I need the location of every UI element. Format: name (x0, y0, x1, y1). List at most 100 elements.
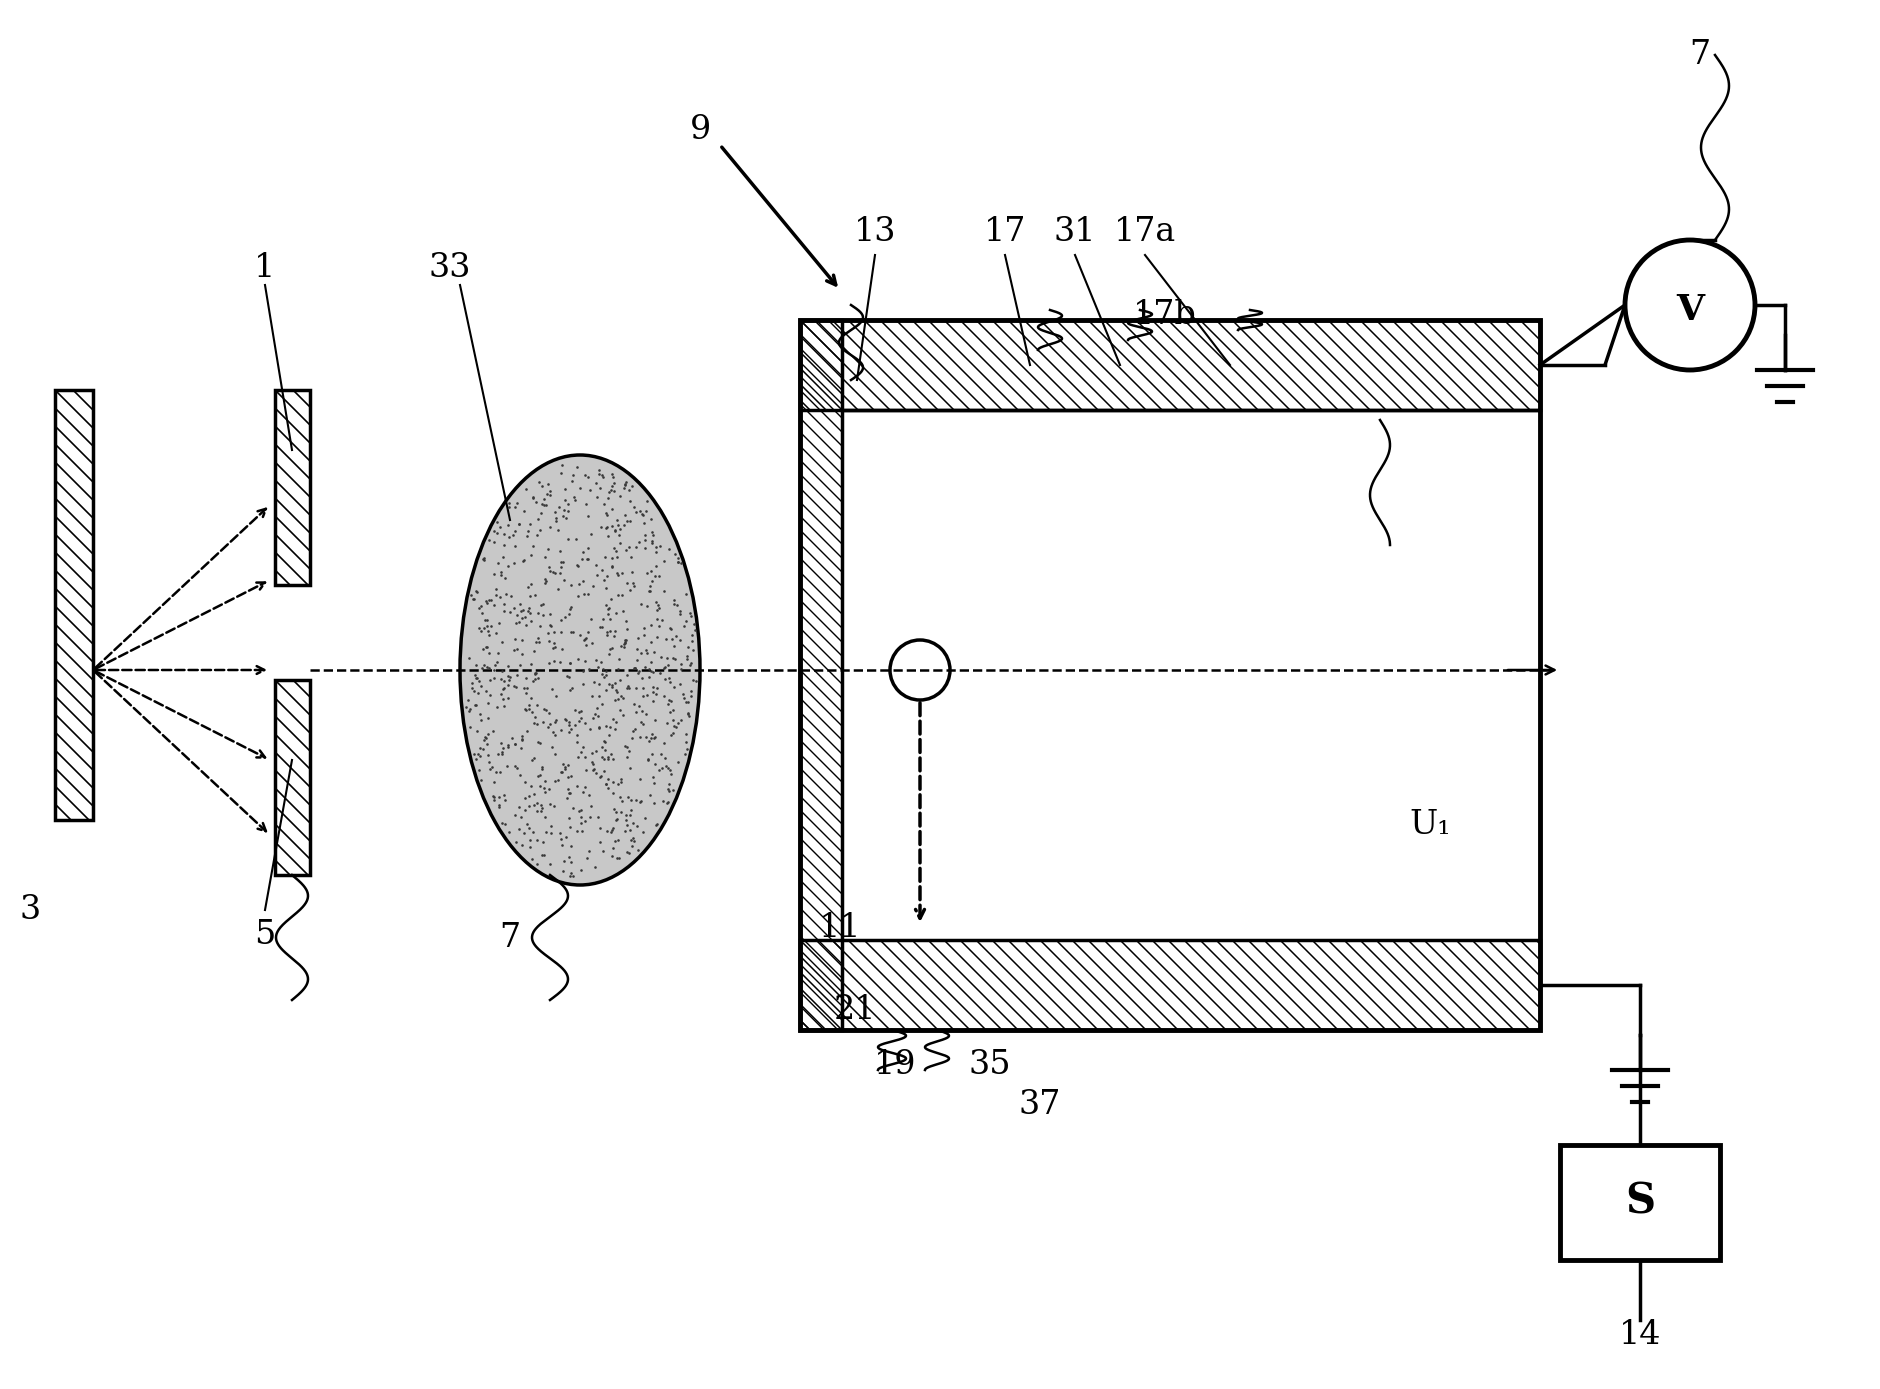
Point (649, 732, 679, 754)
Point (609, 474, 639, 496)
Point (605, 699, 635, 721)
Point (494, 492, 525, 514)
Text: 11: 11 (820, 913, 861, 945)
Point (519, 583, 549, 606)
Point (545, 608, 575, 631)
Point (587, 517, 617, 539)
Point (607, 583, 637, 606)
Point (489, 688, 519, 710)
Point (666, 708, 696, 731)
Point (602, 603, 632, 625)
Point (564, 585, 594, 607)
Point (615, 479, 645, 501)
Point (594, 619, 624, 642)
Point (500, 733, 530, 756)
Point (517, 488, 547, 510)
Point (602, 678, 632, 700)
Point (547, 463, 577, 485)
Point (555, 815, 585, 838)
Point (502, 757, 532, 779)
Point (587, 560, 617, 582)
Point (617, 561, 647, 583)
Point (525, 732, 555, 754)
Point (615, 818, 645, 840)
Point (555, 678, 585, 700)
Point (519, 783, 549, 806)
Point (637, 690, 667, 713)
Point (635, 651, 666, 674)
Point (619, 496, 649, 518)
Point (594, 597, 624, 619)
Point (543, 496, 573, 518)
Point (515, 513, 545, 535)
Point (634, 667, 664, 689)
Point (532, 569, 562, 592)
Point (588, 465, 619, 488)
Point (677, 606, 707, 628)
Point (555, 711, 585, 733)
Point (630, 500, 660, 522)
Point (650, 746, 681, 768)
Point (479, 771, 509, 793)
Point (573, 506, 603, 528)
Point (525, 764, 555, 786)
Point (536, 793, 566, 815)
Point (605, 800, 635, 822)
Point (617, 546, 647, 568)
Point (523, 792, 553, 814)
Point (594, 597, 624, 619)
Point (611, 678, 641, 700)
Point (572, 633, 602, 656)
Point (662, 717, 692, 739)
Point (639, 772, 669, 795)
Point (677, 681, 707, 703)
Point (560, 714, 590, 736)
Point (526, 493, 556, 515)
Point (603, 514, 634, 536)
Point (628, 685, 658, 707)
Point (566, 806, 596, 828)
Point (528, 697, 558, 720)
Point (630, 524, 660, 546)
Point (472, 656, 502, 678)
Point (555, 651, 585, 674)
Point (628, 503, 658, 525)
Point (540, 561, 570, 583)
Text: 1: 1 (254, 251, 276, 283)
Point (466, 594, 496, 617)
Point (489, 669, 519, 692)
Point (556, 469, 587, 492)
Point (615, 676, 645, 699)
Point (572, 847, 602, 870)
Point (555, 782, 585, 804)
Point (637, 614, 667, 636)
Point (464, 703, 494, 725)
Point (487, 631, 517, 653)
Point (523, 667, 553, 689)
Point (515, 585, 545, 607)
Point (494, 669, 525, 692)
Point (509, 697, 540, 720)
Point (521, 663, 551, 685)
Point (639, 753, 669, 775)
Point (481, 583, 511, 606)
Point (677, 629, 707, 651)
Point (630, 624, 660, 646)
Point (585, 817, 615, 839)
Point (547, 454, 577, 476)
Point (598, 464, 628, 486)
Point (474, 750, 504, 772)
Point (538, 736, 568, 758)
Point (485, 795, 515, 817)
Text: V: V (1675, 293, 1703, 326)
Point (489, 533, 519, 556)
Point (649, 581, 679, 603)
Point (526, 757, 556, 779)
Bar (274, 390, 310, 585)
Text: 31: 31 (1055, 217, 1096, 249)
Point (519, 535, 549, 557)
Point (453, 700, 483, 722)
Point (583, 564, 613, 586)
Point (609, 476, 639, 499)
Point (553, 493, 583, 515)
